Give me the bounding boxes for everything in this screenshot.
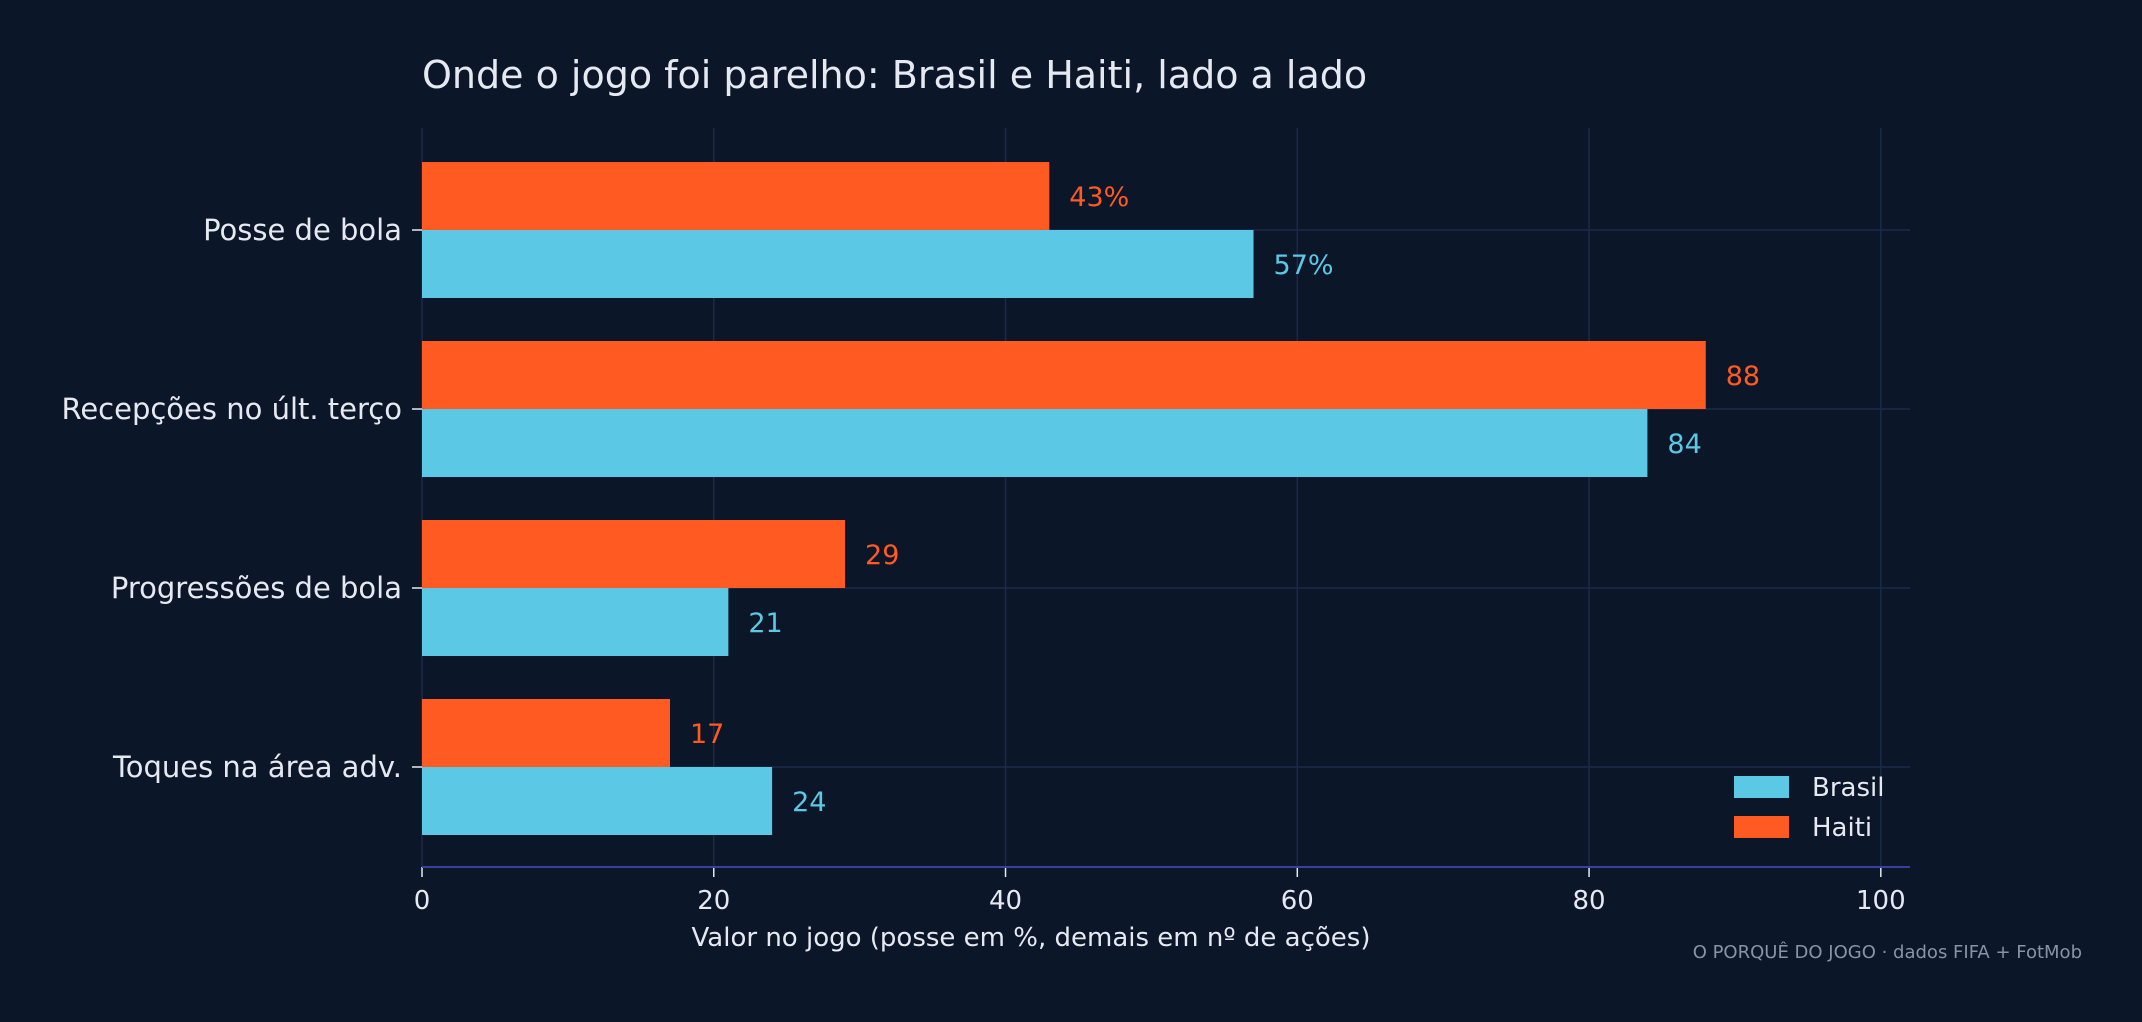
bar-haiti — [422, 699, 670, 767]
bar-brasil — [422, 588, 729, 656]
bar-haiti — [422, 341, 1706, 409]
legend-swatch-haiti — [1734, 816, 1789, 838]
x-axis-label: Valor no jogo (posse em %, demais em nº … — [692, 923, 1371, 953]
chart-title: Onde o jogo foi parelho: Brasil e Haiti,… — [422, 53, 1367, 97]
legend: Brasil Haiti — [1734, 773, 1884, 843]
y-tick-labels: Posse de bola Recepções no últ. terço Prog… — [61, 213, 422, 784]
legend-swatch-brasil — [1734, 776, 1789, 798]
bars — [422, 162, 1706, 835]
x-tick-label: 60 — [1281, 886, 1314, 916]
bar-brasil — [422, 230, 1254, 298]
legend-label-brasil: Brasil — [1812, 773, 1884, 803]
y-tick-label: Toques na área adv. — [112, 750, 402, 784]
data-label-brasil: 24 — [792, 787, 826, 818]
bar-haiti — [422, 520, 846, 588]
data-label-brasil: 84 — [1667, 429, 1701, 460]
data-label-haiti: 43% — [1069, 182, 1129, 213]
data-label-haiti: 29 — [865, 540, 899, 571]
data-label-haiti: 17 — [690, 719, 724, 750]
x-tick-label: 40 — [989, 886, 1022, 916]
data-label-brasil: 21 — [748, 608, 782, 639]
x-tick-label: 0 — [414, 886, 431, 916]
x-tick-label: 100 — [1856, 886, 1906, 916]
y-tick-label: Progressões de bola — [111, 571, 402, 605]
y-tick-label: Recepções no últ. terço — [61, 392, 402, 426]
bar-labels: 43% 57% 88 84 29 21 17 24 — [690, 182, 1760, 818]
data-label-brasil: 57% — [1274, 250, 1334, 281]
source-note: O PORQUÊ DO JOGO · dados FIFA + FotMob — [1693, 941, 2082, 963]
bar-haiti — [422, 162, 1050, 230]
legend-label-haiti: Haiti — [1812, 813, 1872, 843]
x-tick-label: 20 — [697, 886, 730, 916]
y-tick-label: Posse de bola — [203, 213, 402, 247]
x-tick-labels: 0 20 40 60 80 100 — [414, 867, 1906, 916]
bar-brasil — [422, 767, 773, 835]
data-label-haiti: 88 — [1726, 361, 1760, 392]
bar-brasil — [422, 409, 1648, 477]
x-tick-label: 80 — [1573, 886, 1606, 916]
